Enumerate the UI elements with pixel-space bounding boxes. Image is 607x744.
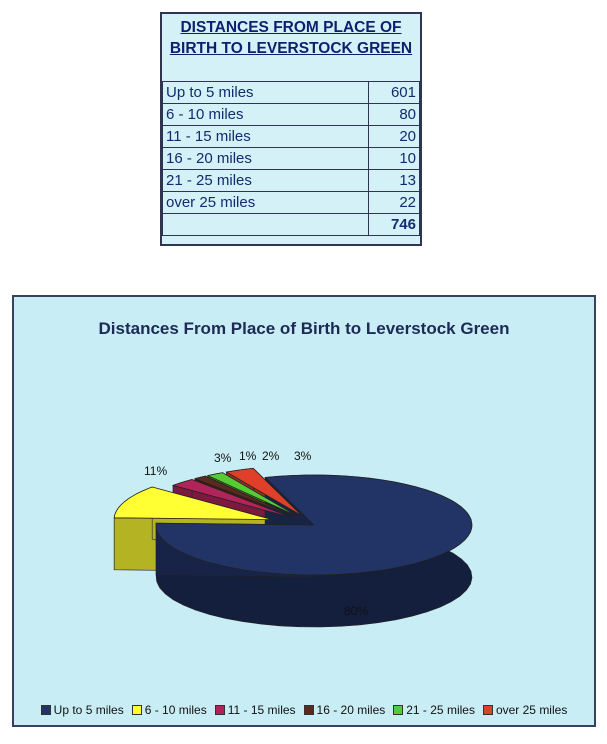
- legend-label: 6 - 10 miles: [144, 703, 207, 717]
- chart-panel: Distances From Place of Birth to Leverst…: [12, 295, 596, 727]
- total-label-cell: [162, 213, 369, 236]
- legend-label: Up to 5 miles: [53, 703, 124, 717]
- row-value: 20: [368, 125, 420, 148]
- table-row: over 25 miles 22: [162, 191, 420, 214]
- slice-data-label: 1%: [239, 449, 257, 463]
- legend-label: 11 - 15 miles: [227, 703, 296, 717]
- legend-swatch: [40, 705, 51, 715]
- pie-slice: [206, 472, 299, 517]
- table-row: 11 - 15 miles 20: [162, 125, 420, 148]
- slice-data-label: 2%: [262, 449, 280, 463]
- row-value: 601: [368, 81, 420, 104]
- table-title: DISTANCES FROM PLACE OF BIRTH TO LEVERST…: [169, 19, 413, 57]
- legend-label: 21 - 25 miles: [406, 703, 475, 717]
- legend-item: 21 - 25 miles: [393, 703, 475, 717]
- slice-data-label: 3%: [214, 451, 232, 465]
- row-label: Up to 5 miles: [162, 81, 369, 104]
- legend-swatch: [214, 705, 225, 715]
- slice-data-label: 80%: [344, 604, 368, 618]
- table-row: 21 - 25 miles 13: [162, 169, 420, 192]
- table-row: 16 - 20 miles 10: [162, 147, 420, 170]
- pie-slice: [155, 474, 473, 576]
- pie-slice: [171, 479, 294, 519]
- legend-swatch: [131, 705, 142, 715]
- row-label: 21 - 25 miles: [162, 169, 369, 192]
- legend-swatch: [393, 705, 404, 715]
- legend-swatch: [303, 705, 314, 715]
- table-row: 6 - 10 miles 80: [162, 103, 420, 126]
- row-label: 11 - 15 miles: [162, 125, 369, 148]
- distance-table-grid: Up to 5 miles 601 6 - 10 miles 80 11 - 15 mi…: [162, 81, 420, 236]
- slice-data-label: 3%: [294, 449, 312, 463]
- pie-slice: [194, 475, 296, 518]
- row-value: 80: [368, 103, 420, 126]
- distance-table: DISTANCES FROM PLACE OF BIRTH TO LEVERST…: [160, 12, 422, 246]
- row-label: over 25 miles: [162, 191, 369, 214]
- row-label: 6 - 10 miles: [162, 103, 369, 126]
- chart-legend: Up to 5 miles 6 - 10 miles 11 - 15 miles 16…: [14, 703, 594, 717]
- legend-swatch: [482, 705, 493, 715]
- legend-label: over 25 miles: [495, 703, 568, 717]
- legend-item: 6 - 10 miles: [131, 703, 207, 717]
- row-label: 16 - 20 miles: [162, 147, 369, 170]
- chart-title: Distances From Place of Birth to Leverst…: [98, 319, 510, 338]
- pie-slice: [225, 468, 303, 517]
- legend-item: Up to 5 miles: [40, 703, 124, 717]
- row-value: 13: [368, 169, 420, 192]
- legend-label: 16 - 20 miles: [316, 703, 386, 717]
- row-value: 22: [368, 191, 420, 214]
- legend-item: 16 - 20 miles: [303, 703, 386, 717]
- total-row: 746: [162, 213, 420, 236]
- pie-chart: 80% 11% 3% 1% 2% 3%: [113, 449, 473, 628]
- legend-item: over 25 miles: [482, 703, 568, 717]
- slice-data-label: 11%: [144, 464, 167, 478]
- table-row: Up to 5 miles 601: [162, 81, 420, 104]
- legend-item: 11 - 15 miles: [214, 703, 296, 717]
- pie-slice: [113, 486, 273, 520]
- row-value: 10: [368, 147, 420, 170]
- total-value: 746: [368, 213, 420, 236]
